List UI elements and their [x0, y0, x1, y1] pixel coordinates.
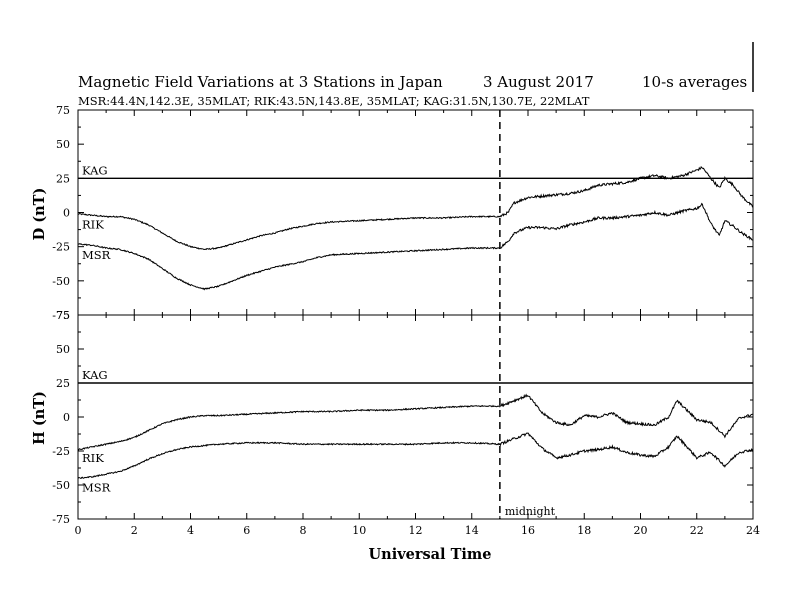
x-tick-label: 20: [634, 524, 648, 537]
x-tick-label: 12: [409, 524, 423, 537]
x-tick-label: 2: [131, 524, 138, 537]
panel-frame: [77, 314, 754, 520]
y-tick-label: 25: [56, 377, 70, 390]
x-tick-label: 18: [577, 524, 591, 537]
chart-date: 3 August 2017: [483, 73, 594, 91]
y-tick-label: -75: [52, 309, 70, 322]
h-panel: 75 50 25 0 -25 -50 -75 KAG RIK MSR: [52, 309, 754, 526]
d-panel: 75 50 25 0 -25 -50 -75 KAG RIK MSR: [52, 104, 754, 322]
series-label-kag: KAG: [82, 368, 108, 382]
x-axis: 0 2 4 6 8 10 12 14 16 18 20 22 24: [75, 110, 760, 537]
y-tick-label: -75: [52, 513, 70, 526]
midnight-label: midnight: [505, 505, 556, 518]
x-tick-label: 6: [243, 524, 250, 537]
station-coordinates: MSR:44.4N,142.3E, 35MLAT; RIK:43.5N,143.…: [78, 94, 590, 108]
chart-title: Magnetic Field Variations at 3 Stations …: [78, 73, 443, 91]
x-tick-label: 0: [75, 524, 82, 537]
series-line-rik: [77, 165, 754, 251]
series-line-msr: [77, 432, 754, 479]
x-tick-label: 8: [300, 524, 307, 537]
series-label-kag: KAG: [82, 163, 108, 177]
x-tick-label: 16: [521, 524, 535, 537]
averaging-label: 10-s averages: [642, 73, 747, 91]
y-tick-label: 50: [56, 138, 70, 151]
series-line-msr: [77, 202, 754, 291]
series-label-msr: MSR: [82, 248, 111, 262]
y-tick-label: 0: [63, 411, 70, 424]
x-tick-label: 10: [352, 524, 366, 537]
x-tick-label: 24: [746, 524, 760, 537]
h-axis-label: H (nT): [31, 391, 48, 445]
series-line-rik: [77, 393, 754, 451]
x-tick-label: 14: [465, 524, 479, 537]
y-tick-label: -25: [52, 445, 70, 458]
panel-frame: [77, 109, 754, 316]
y-tick-label: -50: [52, 275, 70, 288]
midnight-marker: midnight: [499, 110, 556, 519]
y-tick-label: 75: [56, 104, 70, 117]
series-label-rik: RIK: [82, 218, 104, 232]
x-axis-label: Universal Time: [369, 546, 492, 563]
y-tick-label: 25: [56, 172, 70, 185]
y-tick-label: 50: [56, 343, 70, 356]
x-tick-label: 4: [187, 524, 194, 537]
y-tick-label: -25: [52, 241, 70, 254]
y-tick-label: -50: [52, 479, 70, 492]
y-tick-label: 0: [63, 207, 70, 220]
y-tick-label: 75: [56, 309, 70, 322]
x-tick-label: 22: [690, 524, 704, 537]
d-axis-label: D (nT): [31, 188, 48, 241]
series-label-rik: RIK: [82, 451, 104, 465]
series-label-msr: MSR: [82, 480, 111, 494]
